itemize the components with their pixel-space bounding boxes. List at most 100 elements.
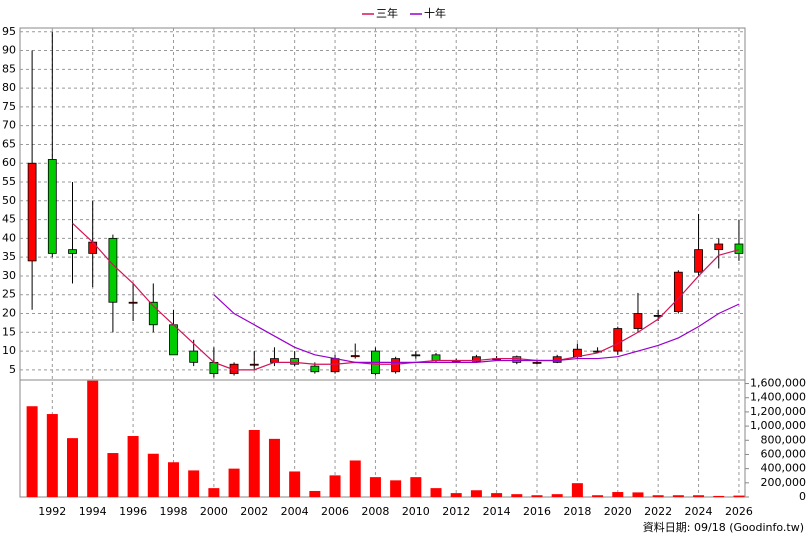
- y-tick-label: 55: [2, 175, 16, 188]
- candle-body: [108, 237, 118, 303]
- volume-bar: [733, 495, 745, 497]
- y-tick-label: 30: [2, 269, 16, 282]
- volume-tick-label: 200,000: [761, 476, 807, 489]
- volume-bar: [612, 492, 624, 497]
- volume-bar: [309, 490, 321, 497]
- candle-body: [249, 363, 259, 366]
- y-tick-label: 15: [2, 325, 16, 338]
- volume-bar: [369, 477, 381, 497]
- candle-body: [613, 328, 623, 352]
- candle-body: [209, 361, 219, 375]
- volume-bar: [713, 495, 725, 497]
- x-tick-label: 2014: [483, 505, 511, 518]
- volume-bar: [450, 493, 462, 497]
- volume-tick-label: 400,000: [761, 462, 807, 475]
- candle-body: [189, 350, 199, 363]
- y-tick-label: 35: [2, 250, 16, 263]
- volume-bar: [208, 488, 220, 497]
- x-tick-label: 2016: [523, 505, 551, 518]
- volume-bar: [67, 438, 79, 497]
- volume-bar: [167, 462, 179, 497]
- candle-body: [633, 313, 643, 329]
- x-tick-label: 2012: [442, 505, 470, 518]
- candle-body: [290, 358, 300, 365]
- legend-label: 十年: [424, 6, 446, 20]
- y-tick-label: 95: [2, 25, 16, 38]
- y-tick-label: 45: [2, 213, 16, 226]
- volume-bar: [147, 453, 159, 497]
- x-tick-label: 2020: [604, 505, 632, 518]
- ma-line: [213, 294, 740, 363]
- candle-body: [714, 243, 724, 251]
- volume-bar: [531, 495, 543, 497]
- y-tick-label: 65: [2, 137, 16, 150]
- x-tick-label: 1996: [119, 505, 147, 518]
- candle-body: [431, 354, 441, 361]
- volume-tick-label: 1,600,000: [750, 377, 806, 390]
- y-tick-label: 20: [2, 307, 16, 320]
- candle-body: [673, 271, 683, 313]
- x-tick-label: 1998: [159, 505, 187, 518]
- volume-bar: [430, 488, 442, 497]
- candle-body: [47, 159, 57, 254]
- volume-bar: [188, 470, 200, 497]
- volume-bar: [46, 414, 58, 497]
- candle-body: [128, 301, 138, 304]
- x-tick-label: 2022: [644, 505, 672, 518]
- ma-line: [72, 222, 740, 371]
- x-tick-label: 2024: [685, 505, 713, 518]
- volume-tick-label: 0: [799, 490, 806, 503]
- volume-bar: [511, 494, 523, 497]
- candle-body: [148, 301, 158, 326]
- candle-body: [310, 365, 320, 373]
- y-tick-label: 40: [2, 231, 16, 244]
- volume-bar: [107, 453, 119, 497]
- volume-bar: [410, 477, 422, 497]
- x-tick-label: 2026: [725, 505, 753, 518]
- x-tick-label: 2004: [281, 505, 309, 518]
- volume-bar: [390, 480, 402, 497]
- x-tick-label: 2018: [563, 505, 591, 518]
- y-tick-label: 75: [2, 100, 16, 113]
- volume-bar: [470, 490, 482, 497]
- x-tick-label: 2008: [361, 505, 389, 518]
- x-tick-label: 2000: [200, 505, 228, 518]
- y-tick-label: 25: [2, 288, 16, 301]
- x-tick-label: 1994: [79, 505, 107, 518]
- x-tick-label: 2002: [240, 505, 268, 518]
- volume-tick-label: 1,000,000: [750, 419, 806, 432]
- volume-bar: [592, 495, 604, 497]
- plot-frame: [19, 27, 746, 498]
- volume-bar: [632, 492, 644, 497]
- volume-bar: [127, 436, 139, 497]
- y-tick-label: 90: [2, 44, 16, 57]
- volume-bar: [248, 429, 260, 497]
- y-tick-label: 70: [2, 119, 16, 132]
- candle-body: [88, 241, 98, 254]
- candle-body: [694, 249, 703, 273]
- candle-body: [27, 162, 37, 262]
- x-tick-label: 2006: [321, 505, 349, 518]
- volume-bar: [329, 475, 341, 497]
- candle-body: [391, 358, 401, 373]
- volume-bar: [26, 406, 38, 497]
- y-tick-label: 80: [2, 81, 16, 94]
- candle-body: [734, 243, 744, 254]
- candle-body: [330, 358, 340, 373]
- candle-body: [68, 249, 77, 254]
- y-tick-label: 5: [9, 363, 16, 376]
- volume-bar: [551, 494, 563, 497]
- volume-bar: [228, 468, 240, 497]
- y-tick-label: 50: [2, 194, 16, 207]
- x-tick-label: 1992: [38, 505, 66, 518]
- y-tick-label: 85: [2, 62, 16, 75]
- volume-tick-label: 600,000: [761, 447, 807, 460]
- volume-bar: [268, 438, 280, 497]
- candle-body: [472, 356, 481, 362]
- volume-bar: [349, 460, 361, 497]
- candle-body: [169, 324, 178, 356]
- volume-tick-label: 1,200,000: [750, 405, 806, 418]
- volume-bar: [652, 495, 664, 497]
